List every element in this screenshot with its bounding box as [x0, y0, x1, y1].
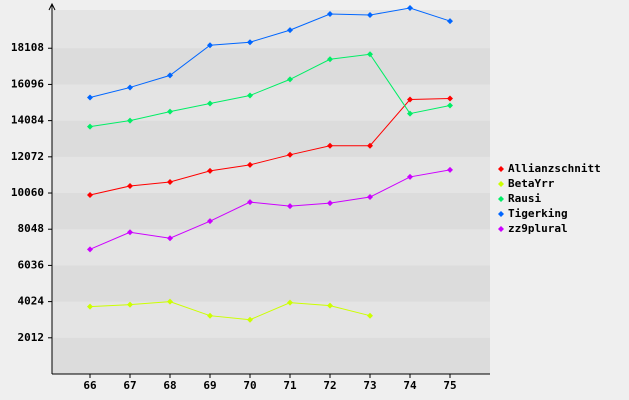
x-tick-label: 70: [243, 379, 256, 392]
data-point: [367, 12, 373, 19]
data-point: [87, 192, 93, 199]
data-point: [367, 194, 373, 201]
y-tick-label: 8048: [18, 222, 45, 235]
grid-band: [52, 48, 490, 85]
data-point: [367, 312, 373, 319]
data-point: [207, 42, 213, 49]
data-point: [207, 312, 213, 319]
data-point: [167, 235, 173, 242]
data-point: [207, 167, 213, 174]
y-tick-label: 10060: [11, 186, 44, 199]
data-point: [207, 218, 213, 225]
data-point: [167, 298, 173, 305]
y-tick-label: 14084: [11, 114, 44, 127]
data-point: [287, 151, 293, 158]
y-tick-label: 2012: [18, 331, 45, 344]
data-point: [87, 123, 93, 130]
y-tick-label: 12072: [11, 150, 44, 163]
data-point: [247, 161, 253, 168]
legend-label: Allianzschnitt: [508, 162, 601, 175]
x-tick-label: 71: [283, 379, 297, 392]
data-point: [87, 94, 93, 101]
x-tick-label: 72: [323, 379, 336, 392]
data-point: [327, 200, 333, 207]
series-line: [89, 7, 451, 98]
data-point: [327, 56, 333, 63]
x-tick-label: 66: [83, 379, 97, 392]
legend-marker: [498, 226, 504, 232]
data-point: [287, 27, 293, 34]
data-point: [167, 108, 173, 115]
x-tick-label: 69: [203, 379, 216, 392]
data-point: [407, 5, 413, 12]
series-line: [89, 97, 451, 196]
series-line: [89, 301, 371, 321]
data-point: [127, 182, 133, 189]
x-tick-label: 75: [443, 379, 456, 392]
grid-band: [52, 84, 490, 121]
grid-band: [52, 229, 490, 266]
data-point: [407, 173, 413, 180]
data-point: [327, 142, 333, 149]
legend-marker: [498, 196, 504, 202]
data-point: [447, 166, 453, 173]
y-axis-arrow: [48, 2, 56, 11]
data-point: [447, 95, 453, 102]
data-point: [247, 39, 253, 46]
data-point: [167, 178, 173, 185]
data-point: [407, 110, 413, 117]
legend-label: zz9plural: [508, 222, 568, 235]
series-line: [89, 53, 451, 128]
legend-marker: [498, 181, 504, 187]
data-point: [247, 199, 253, 206]
grid-band: [52, 193, 490, 230]
grid-band: [52, 337, 490, 374]
x-tick-label: 67: [123, 379, 136, 392]
data-point: [327, 302, 333, 309]
data-point: [87, 246, 93, 253]
grid-band: [52, 120, 490, 157]
data-point: [407, 96, 413, 103]
data-point: [367, 51, 373, 58]
y-tick-label: 6036: [18, 258, 45, 271]
legend-label: Tigerking: [508, 207, 568, 220]
legend-marker: [498, 211, 504, 217]
data-point: [447, 18, 453, 25]
y-tick-label: 18108: [11, 41, 44, 54]
y-tick-label: 4024: [18, 295, 45, 308]
data-point: [127, 117, 133, 124]
data-point: [127, 84, 133, 91]
x-tick-label: 73: [363, 379, 376, 392]
data-point: [287, 203, 293, 210]
data-point: [327, 11, 333, 18]
data-point: [247, 92, 253, 99]
legend-label: BetaYrr: [508, 177, 555, 190]
grid-band: [52, 301, 490, 338]
data-point: [287, 299, 293, 306]
series-line: [89, 169, 451, 250]
legend-label: Rausi: [508, 192, 541, 205]
data-point: [127, 301, 133, 308]
data-point: [127, 229, 133, 236]
data-point: [287, 76, 293, 83]
x-tick-label: 74: [403, 379, 417, 392]
x-tick-label: 68: [163, 379, 176, 392]
data-point: [447, 102, 453, 109]
data-point: [367, 142, 373, 149]
y-tick-label: 16096: [11, 77, 44, 90]
legend-marker: [498, 166, 504, 172]
data-point: [167, 72, 173, 79]
data-point: [207, 100, 213, 107]
data-point: [87, 303, 93, 310]
grid-band: [52, 265, 490, 302]
data-point: [247, 316, 253, 323]
